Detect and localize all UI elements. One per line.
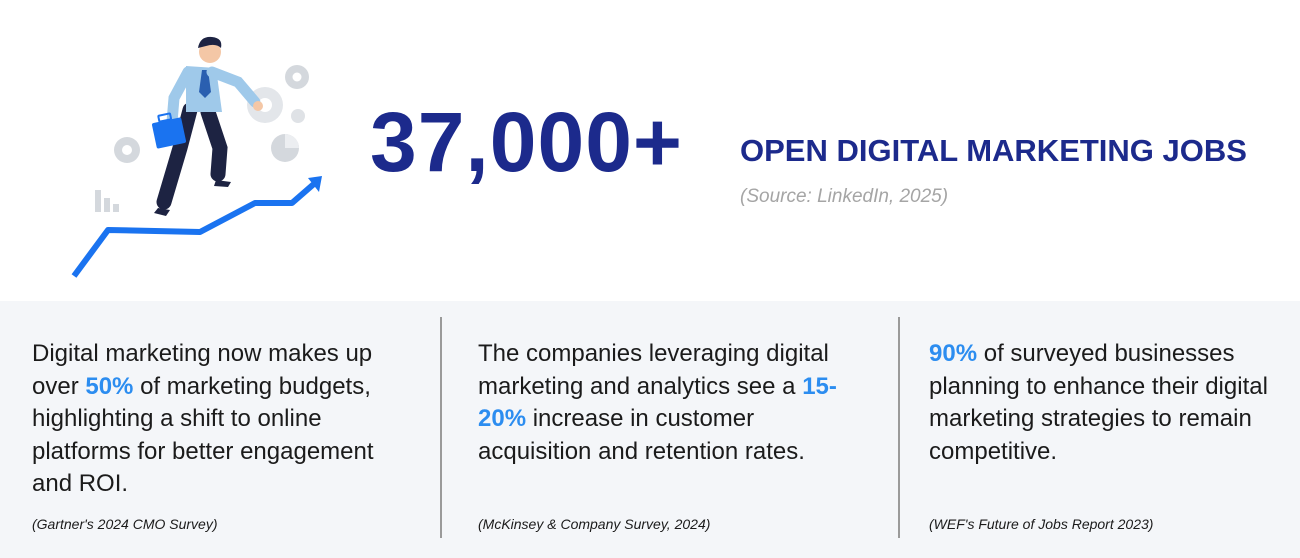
open-jobs-source: (Source: LinkedIn, 2025) [740, 186, 949, 207]
stat-highlight: 90% [929, 340, 978, 367]
gear-icon [285, 65, 309, 89]
businessman-illustration [71, 36, 322, 278]
growth-arrow-icon [71, 176, 322, 278]
hero-section: 37,000+ OPEN DIGITAL MARKETING JOBS (Sou… [71, 36, 1247, 278]
bar-chart-icon [95, 190, 119, 212]
stat-highlight: 15-20% [478, 372, 837, 433]
column-divider [440, 317, 442, 538]
briefcase-icon [151, 112, 187, 149]
stat-citation: (McKinsey & Company Survey, 2024) [478, 516, 711, 532]
column-divider [898, 317, 900, 538]
pie-chart-icon [271, 134, 299, 162]
stat-text-acquisition-increase: The companies leveraging digital marketi… [478, 340, 837, 465]
stat-text-business-plans: 90% of surveyed businesses planning to e… [929, 340, 1268, 465]
stat-citation: (WEF's Future of Jobs Report 2023) [929, 516, 1154, 532]
open-jobs-headline: OPEN DIGITAL MARKETING JOBS [740, 133, 1247, 168]
stat-text-budget-share: Digital marketing now makes up over 50% … [32, 340, 374, 497]
gear-icon [114, 137, 140, 163]
open-jobs-count: 37,000+ [370, 95, 683, 189]
gear-icon [291, 109, 305, 123]
stat-highlight: 50% [85, 372, 134, 400]
stat-citation: (Gartner's 2024 CMO Survey) [32, 516, 218, 532]
stats-panel: Digital marketing now makes up over 50% … [0, 301, 1300, 558]
